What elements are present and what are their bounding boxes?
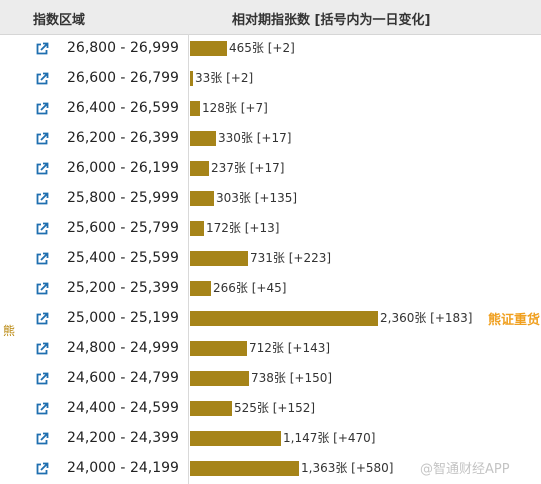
bear-heavy-badge: 熊证重货 <box>488 313 541 328</box>
table-row: 24,000 - 24,199 1,363张 [+580] <box>0 454 541 484</box>
bar <box>190 371 249 386</box>
bar <box>190 221 204 236</box>
range-label: 25,800 - 25,999 <box>67 190 179 206</box>
external-link-icon[interactable] <box>35 462 49 476</box>
bar <box>190 131 216 146</box>
external-link-icon[interactable] <box>35 162 49 176</box>
column-divider <box>188 34 189 484</box>
bar-value-label: 738张 [+150] <box>251 371 333 385</box>
bar-value-label: 1,147张 [+470] <box>283 431 376 445</box>
table-row: 24,400 - 24,599 525张 [+152] <box>0 394 541 424</box>
range-label: 25,200 - 25,399 <box>67 280 179 296</box>
bar <box>190 71 193 86</box>
range-label: 26,200 - 26,399 <box>67 130 179 146</box>
bar-value-label: 128张 [+7] <box>202 101 268 115</box>
table-row: 26,600 - 26,799 33张 [+2] <box>0 64 541 94</box>
table-row: 25,800 - 25,999 303张 [+135] <box>0 184 541 214</box>
table-row: 25,200 - 25,399 266张 [+45] <box>0 274 541 304</box>
table-row: 25,600 - 25,799 172张 [+13] <box>0 214 541 244</box>
external-link-icon[interactable] <box>35 342 49 356</box>
external-link-icon[interactable] <box>35 72 49 86</box>
range-label: 24,000 - 24,199 <box>67 460 179 476</box>
bar-value-label: 525张 [+152] <box>234 401 316 415</box>
bar <box>190 431 281 446</box>
external-link-icon[interactable] <box>35 192 49 206</box>
bar <box>190 461 299 476</box>
table-header: 指数区域 相对期指张数 [括号内为一日变化] <box>0 0 541 35</box>
external-link-icon[interactable] <box>35 372 49 386</box>
bar <box>190 281 211 296</box>
bar-value-label: 712张 [+143] <box>249 341 331 355</box>
bar <box>190 401 232 416</box>
range-label: 25,600 - 25,799 <box>67 220 179 236</box>
bar-value-label: 237张 [+17] <box>211 161 285 175</box>
external-link-icon[interactable] <box>35 282 49 296</box>
bar <box>190 161 209 176</box>
table-row: 26,400 - 26,599 128张 [+7] <box>0 94 541 124</box>
bar-value-label: 266张 [+45] <box>213 281 287 295</box>
external-link-icon[interactable] <box>35 102 49 116</box>
bar-value-label: 2,360张 [+183] <box>380 311 473 325</box>
bear-side-label: 熊 <box>3 324 16 338</box>
bar <box>190 101 200 116</box>
bar <box>190 191 214 206</box>
external-link-icon[interactable] <box>35 222 49 236</box>
table-row: 26,000 - 26,199 237张 [+17] <box>0 154 541 184</box>
range-label: 25,000 - 25,199 <box>67 310 179 326</box>
range-label: 25,400 - 25,599 <box>67 250 179 266</box>
external-link-icon[interactable] <box>35 432 49 446</box>
bar <box>190 311 378 326</box>
external-link-icon[interactable] <box>35 402 49 416</box>
watermark: @智通财经APP <box>420 462 510 477</box>
table-row: 26,800 - 26,999 465张 [+2] <box>0 34 541 64</box>
bar-value-label: 330张 [+17] <box>218 131 292 145</box>
bar-value-label: 33张 [+2] <box>195 71 254 85</box>
table-row: 25,000 - 25,199 2,360张 [+183] <box>0 304 541 334</box>
table-row: 25,400 - 25,599 731张 [+223] <box>0 244 541 274</box>
range-label: 24,200 - 24,399 <box>67 430 179 446</box>
external-link-icon[interactable] <box>35 252 49 266</box>
range-label: 24,600 - 24,799 <box>67 370 179 386</box>
bar-value-label: 1,363张 [+580] <box>301 461 394 475</box>
external-link-icon[interactable] <box>35 42 49 56</box>
bar <box>190 251 248 266</box>
ratio-column-header: 相对期指张数 [括号内为一日变化] <box>232 13 431 28</box>
bar-value-label: 303张 [+135] <box>216 191 298 205</box>
table-row: 24,800 - 24,999 712张 [+143] <box>0 334 541 364</box>
range-label: 26,800 - 26,999 <box>67 40 179 56</box>
bar-value-label: 172张 [+13] <box>206 221 280 235</box>
bar-value-label: 731张 [+223] <box>250 251 332 265</box>
table-row: 24,600 - 24,799 738张 [+150] <box>0 364 541 394</box>
bar <box>190 341 247 356</box>
range-label: 24,800 - 24,999 <box>67 340 179 356</box>
external-link-icon[interactable] <box>35 132 49 146</box>
range-column-header: 指数区域 <box>33 13 86 28</box>
bar-value-label: 465张 [+2] <box>229 41 295 55</box>
table-row: 24,200 - 24,399 1,147张 [+470] <box>0 424 541 454</box>
range-label: 26,400 - 26,599 <box>67 100 179 116</box>
external-link-icon[interactable] <box>35 312 49 326</box>
range-label: 26,600 - 26,799 <box>67 70 179 86</box>
table-row: 26,200 - 26,399 330张 [+17] <box>0 124 541 154</box>
bar <box>190 41 227 56</box>
range-label: 24,400 - 24,599 <box>67 400 179 416</box>
range-label: 26,000 - 26,199 <box>67 160 179 176</box>
